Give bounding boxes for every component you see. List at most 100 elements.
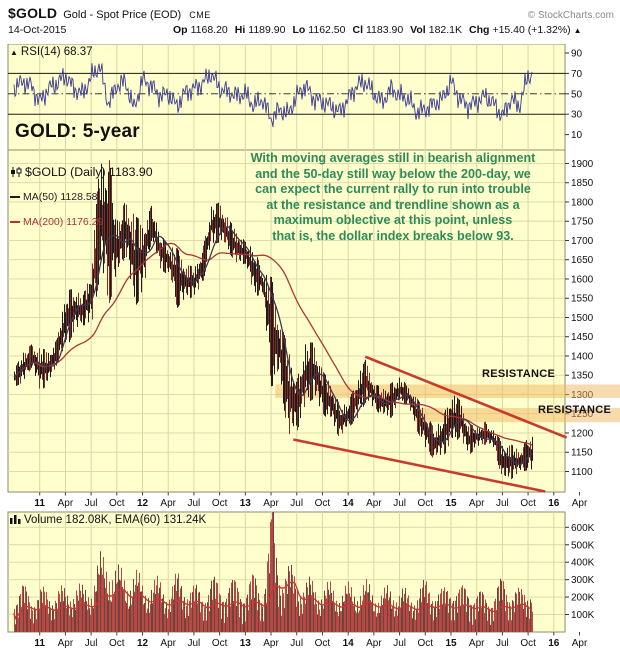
ma200-line — [13, 242, 533, 446]
x-axis-label: Oct — [315, 498, 331, 509]
volume-tick-label: 400K — [571, 558, 595, 569]
x-axis-label: Oct — [109, 638, 125, 649]
price-tick-label: 1400 — [571, 351, 594, 362]
rsi-tick-label: 70 — [571, 69, 583, 80]
chart-header: $GOLD Gold - Spot Price (EOD) CME © Stoc… — [0, 0, 620, 44]
ma200-swatch — [10, 220, 20, 223]
x-axis-label: 15 — [445, 638, 457, 649]
volume-legend-text: Volume 182.08K, EMA(60) 131.24K — [24, 514, 207, 526]
volume-pane-legend: Volume 182.08K, EMA(60) 131.24K — [10, 514, 206, 526]
change-up-arrow-icon: ▲ — [573, 26, 582, 35]
quote-change: Chg +15.40 (+1.32%) — [462, 24, 571, 36]
price-tick-label: 1800 — [571, 197, 594, 208]
volume-value: 182.1K — [428, 24, 463, 36]
chart-area: 1900 1850 1800 1750 1700 1650 1600 1550 1500 1450… — [0, 43, 620, 657]
pane-bg — [7, 43, 566, 151]
x-axis-label: Oct — [315, 638, 331, 649]
volume-bars-icon — [10, 515, 21, 524]
x-axis-label: Jul — [496, 638, 509, 649]
price-tick-label: 1200 — [571, 428, 594, 439]
indicator-triangle-icon: ▲ — [10, 48, 18, 57]
quote-volume: Vol 182.1K — [403, 24, 462, 36]
rsi-tick-label: 10 — [571, 130, 583, 141]
price-tick-label: 1600 — [571, 274, 594, 285]
header-row-quote: 14-Oct-2015 Op 1168.20 Hi 1189.90 Lo 1162.5… — [8, 24, 616, 36]
x-axis-label: Jul — [393, 638, 406, 649]
x-axis-label: 14 — [343, 638, 355, 649]
price-tick-label: 1550 — [571, 294, 594, 305]
x-axis-label: Apr — [263, 638, 279, 649]
ma50-legend-text: MA(50) 1128.58 — [23, 190, 98, 203]
change-label: Chg — [469, 24, 490, 36]
x-axis-label: 14 — [343, 498, 355, 509]
x-axis-label: 15 — [445, 498, 457, 509]
x-axis-label: Apr — [263, 498, 279, 509]
x-axis-label: Oct — [418, 498, 434, 509]
rsi-series — [13, 63, 533, 128]
x-axis-label: 12 — [137, 638, 149, 649]
candlestick-icon — [11, 166, 22, 177]
resistance-label-lower: RESISTANCE — [538, 404, 612, 416]
x-axis-label: Apr — [572, 638, 588, 649]
rsi-legend-text: RSI(14) 68.37 — [20, 46, 93, 58]
x-axis-label: Apr — [366, 638, 382, 649]
rsi-pane-legend: ▲ RSI(14) 68.37 — [10, 46, 93, 58]
x-axis-label: Apr — [572, 498, 588, 509]
volume-tick-label: 600K — [571, 523, 595, 534]
chart-title: GOLD: 5-year — [15, 121, 140, 142]
quote-close: Cl 1183.90 — [345, 24, 403, 36]
x-axis-label: 16 — [548, 638, 560, 649]
x-axis-label: Jul — [393, 498, 406, 509]
price-legend-ma200: MA(200) 1176.29 — [10, 216, 153, 229]
x-axis-label: 11 — [34, 638, 45, 649]
x-axis-label: Jul — [85, 498, 98, 509]
x-axis-label: Oct — [520, 638, 536, 649]
trendline-upper-downtrend — [364, 355, 568, 439]
rsi-tick-label: 50 — [571, 89, 583, 100]
x-axis-label: Apr — [58, 498, 74, 509]
x-axis-label: 13 — [240, 638, 252, 649]
x-axis-label: Apr — [469, 498, 485, 509]
x-axis-label: 11 — [34, 498, 45, 509]
stockcharts-brand-link[interactable]: © StockCharts.com — [527, 10, 614, 21]
header-row-title: $GOLD Gold - Spot Price (EOD) CME © Stoc… — [8, 5, 616, 21]
x-axis-label: Apr — [160, 498, 176, 509]
x-axis-label: Oct — [212, 498, 228, 509]
analyst-annotation: With moving averages still in bearish al… — [250, 151, 536, 243]
close-value: 1183.90 — [365, 24, 404, 36]
low-label: Lo — [292, 24, 306, 36]
high-value: 1189.90 — [248, 24, 286, 36]
price-tick-label: 1850 — [571, 178, 594, 189]
price-tick-label: 1500 — [571, 313, 594, 324]
price-pane-legend: $GOLD (Daily) 1183.90 MA(50) 1128.58 MA(… — [10, 153, 153, 241]
quote-high: Hi 1189.90 — [228, 24, 286, 36]
exchange-label: CME — [189, 10, 211, 20]
volume-tick-label: 100K — [571, 610, 595, 621]
x-axis-label: Apr — [58, 638, 74, 649]
volume-tick-label: 200K — [571, 593, 595, 604]
price-tick-label: 1100 — [571, 467, 593, 478]
ma50-line — [13, 226, 533, 466]
quote-date: 14-Oct-2015 — [8, 24, 67, 36]
quote-open: Op 1168.20 — [166, 24, 228, 36]
ticker-symbol: $GOLD — [8, 5, 58, 21]
x-axis-label: 16 — [548, 498, 560, 509]
x-axis-label: Jul — [188, 498, 201, 509]
ma50-swatch — [10, 195, 20, 198]
price-tick-label: 1150 — [571, 448, 593, 459]
x-axis-label: Apr — [366, 498, 382, 509]
x-axis-label: Jul — [188, 638, 201, 649]
candlesticks — [14, 160, 533, 480]
volume-label: Vol — [410, 24, 426, 36]
open-value: 1168.20 — [190, 24, 228, 36]
price-tick-label: 1350 — [571, 371, 594, 382]
price-tick-label: 1750 — [571, 217, 594, 228]
rsi-tick-label: 90 — [571, 49, 583, 60]
high-label: Hi — [234, 24, 246, 36]
x-axis-label: 13 — [240, 498, 252, 509]
x-axis-label: Oct — [418, 638, 434, 649]
x-axis-label: Jul — [290, 638, 303, 649]
x-axis-label: Jul — [290, 498, 303, 509]
x-axis-label: Jul — [496, 498, 509, 509]
volume-ema-line — [13, 580, 533, 620]
